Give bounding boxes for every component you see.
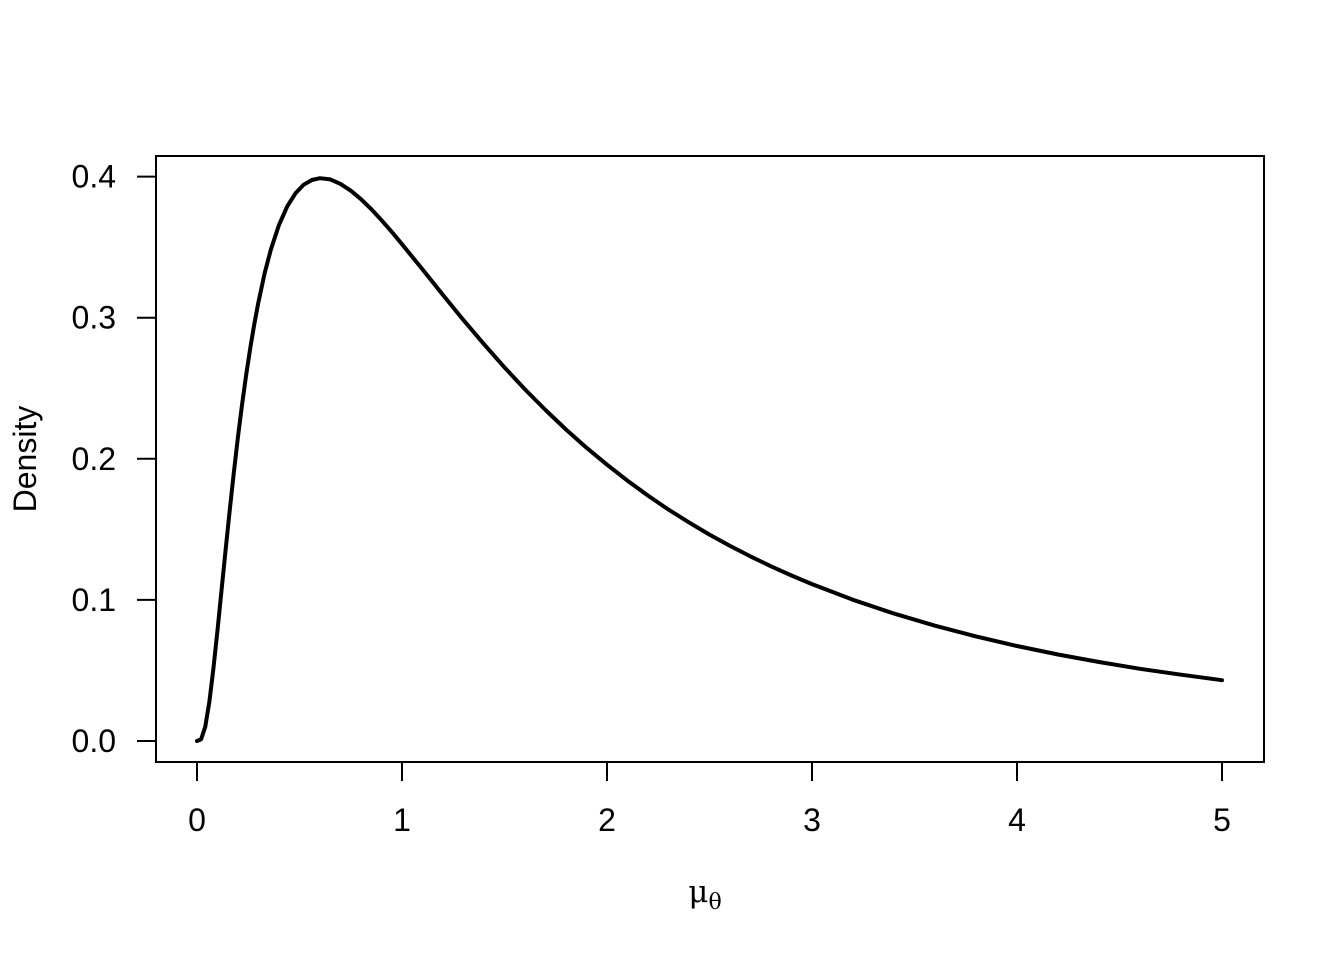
- y-tick-label: 0.1: [72, 582, 116, 618]
- density-curve: [195, 176, 1224, 743]
- theta-subscript: θ: [708, 890, 721, 915]
- x-tick-label: 5: [1213, 802, 1231, 838]
- y-tick-label: 0.2: [72, 441, 116, 477]
- mu-symbol: μ: [688, 874, 708, 910]
- x-tick-label: 1: [393, 802, 411, 838]
- y-tick-label: 0.0: [72, 723, 116, 759]
- x-tick-label: 3: [803, 802, 821, 838]
- x-tick-label: 4: [1008, 802, 1026, 838]
- x-axis: 0 1 2 3 4 5: [188, 762, 1231, 838]
- y-axis: 0.0 0.1 0.2 0.3 0.4: [72, 159, 156, 759]
- x-axis-title: μθ: [688, 874, 721, 915]
- plot-box: [155, 155, 1265, 763]
- y-axis-title: Density: [7, 406, 43, 513]
- x-tick-label: 0: [188, 802, 206, 838]
- x-tick-label: 2: [598, 802, 616, 838]
- y-tick-label: 0.3: [72, 300, 116, 336]
- y-tick-label: 0.4: [72, 159, 116, 195]
